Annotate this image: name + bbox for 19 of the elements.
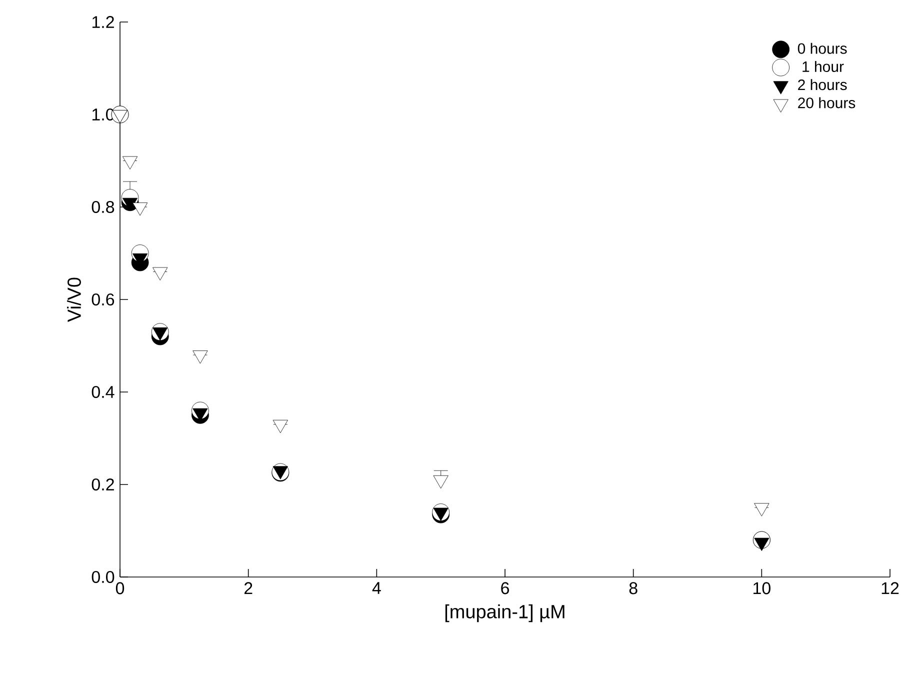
- x-tick-label: 4: [372, 582, 381, 594]
- x-tick-label: 8: [629, 582, 638, 594]
- x-tick-label: 12: [882, 582, 899, 594]
- y-tick-label: 1.2: [92, 16, 114, 28]
- x-tick-label: 10: [754, 582, 770, 594]
- x-tick-label: 6: [501, 582, 509, 594]
- legend-label: 0 hours: [798, 42, 847, 54]
- legend-label: 20 hours: [798, 97, 856, 108]
- legend-label: 2 hours: [798, 79, 847, 90]
- y-tick-label: 0.4: [92, 386, 114, 398]
- y-tick-label: 0.6: [92, 293, 114, 306]
- x-axis-title: [mupain-1] µM: [445, 604, 564, 622]
- y-tick-label: 0.2: [92, 478, 114, 491]
- legend-label: 1 hour: [802, 60, 844, 72]
- y-axis-title: Vi/V0: [67, 278, 81, 322]
- x-tick-label: 2: [244, 582, 252, 594]
- y-tick-label: 0.0: [92, 570, 114, 584]
- x-tick-label: 0: [116, 582, 124, 594]
- y-tick-label: 0.8: [92, 200, 114, 214]
